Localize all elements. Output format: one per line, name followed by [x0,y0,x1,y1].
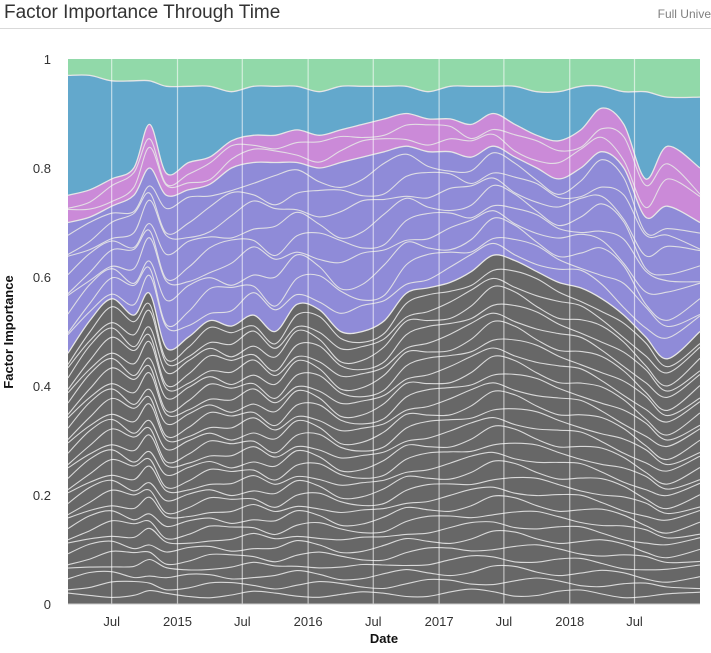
y-tick-label-1: 0.2 [33,488,51,503]
area-purple [68,146,700,359]
universe-filter-label[interactable]: Full Unive [657,7,711,21]
y-tick-label-4: 0.8 [33,161,51,176]
x-tick-label-5: 2017 [425,614,454,629]
x-axis: Jul 2015 Jul 2016 Jul 2017 Jul 2018 Jul [103,614,643,629]
x-tick-label-1: 2015 [163,614,192,629]
y-tick-label-3: 0.6 [33,270,51,285]
x-tick-label-3: 2016 [294,614,323,629]
x-tick-label-2: Jul [234,614,251,629]
area-magenta [68,107,700,223]
area-green [68,59,700,98]
chart-title: Factor Importance Through Time [4,2,281,23]
x-axis-label: Date [370,631,398,646]
y-tick-label-5: 1 [44,52,51,67]
y-tick-label-2: 0.4 [33,379,51,394]
x-tick-label-8: Jul [626,614,643,629]
x-tick-label-0: Jul [103,614,120,629]
x-tick-label-4: Jul [365,614,382,629]
y-axis: 0 0.2 0.4 0.6 0.8 1 [33,52,51,612]
y-axis-label: Factor Importance [1,275,16,388]
chart-header: Factor Importance Through Time Full Univ… [0,0,711,29]
area-blue [68,74,700,196]
x-gridlines [111,59,636,604]
area-layers [68,59,700,604]
x-tick-label-6: Jul [496,614,513,629]
area-dark_gray [68,254,700,604]
y-tick-label-0: 0 [44,597,51,612]
x-tick-label-7: 2018 [555,614,584,629]
